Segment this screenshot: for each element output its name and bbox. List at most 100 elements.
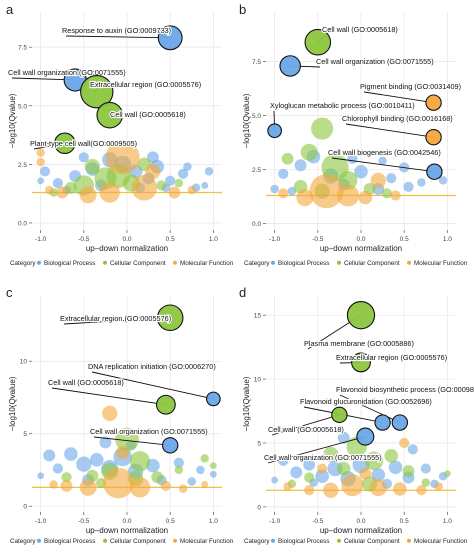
callout-line (345, 123, 434, 138)
highlighted-point (351, 352, 371, 373)
callout-line (331, 157, 435, 173)
y-tick-label: 5.0 (18, 103, 27, 110)
x-tick-label: 0.0 (356, 518, 365, 525)
data-point (36, 148, 45, 157)
x-tick-label: 0.0 (122, 236, 131, 243)
legend-swatch (407, 260, 411, 265)
x-tick-label: -0.5 (78, 518, 90, 525)
y-tick-label: 2.5 (18, 162, 27, 169)
legend-item: Molecular Function (414, 260, 468, 267)
callout-label: Cell wall (GO:0005618) (48, 378, 124, 387)
callout-line (93, 436, 171, 446)
data-point (378, 156, 387, 166)
legend-title: Category (10, 538, 36, 545)
y-tick-label: 5.0 (252, 113, 261, 120)
highlighted-point (304, 28, 332, 56)
callout-label: Extracellular region (GO:0005576) (60, 314, 171, 323)
data-point (200, 454, 209, 463)
data-point (209, 470, 217, 478)
panel-b: b Cell wall (GO:0005618) Cell wall organiz… (239, 2, 468, 267)
data-point (338, 171, 358, 190)
y-tick-label: 5 (257, 440, 261, 447)
data-point (76, 456, 92, 472)
callout-label: Cell wall biogenesis (GO:0042546) (328, 148, 441, 157)
legend-title: Category (244, 260, 270, 267)
highlighted-point (391, 414, 409, 431)
callout-label: Flavonoid biosynthetic process (GO:00098… (336, 385, 474, 394)
legend-item: Molecular Function (414, 538, 468, 545)
legend-swatch (103, 538, 107, 543)
data-point (417, 178, 426, 187)
data-point (129, 451, 151, 472)
panel-label: d (239, 285, 246, 300)
data-point (187, 185, 197, 195)
y-axis-label: −log10(Qvalue) (8, 376, 17, 431)
y-tick-label: 0.0 (18, 220, 27, 227)
highlighted-point (346, 301, 376, 330)
y-tick-label: 10 (20, 359, 28, 366)
data-point (370, 172, 386, 189)
y-tick-label: 7.5 (18, 45, 27, 52)
data-point (36, 157, 45, 167)
data-point (393, 482, 407, 496)
x-axis-label: up–down normalization (320, 526, 402, 535)
data-point (204, 167, 214, 176)
data-point (416, 485, 427, 496)
data-point (64, 447, 78, 461)
data-point (304, 485, 315, 496)
x-tick-label: 0.5 (400, 518, 409, 525)
callout-line (363, 91, 434, 104)
data-point (43, 449, 56, 462)
panel-d: d Plasma membrane (GO:0005886) Extracellul… (239, 285, 474, 545)
callout-line (65, 35, 171, 39)
data-point (303, 458, 316, 471)
highlighted-point (155, 394, 176, 415)
data-point (178, 168, 189, 179)
callout-label: DNA replication initiation (GO:0006270) (88, 362, 216, 371)
panel-label: a (6, 2, 14, 17)
callout-line (63, 317, 171, 325)
y-tick-label: 0 (257, 504, 261, 511)
callout-label: Pigment binding (GO:0031409) (360, 82, 461, 91)
highlighted-point (267, 123, 282, 139)
highlighted-point (157, 25, 183, 51)
data-point (105, 140, 140, 175)
data-point (296, 189, 314, 207)
data-point (311, 117, 334, 140)
x-tick-label: 1.0 (209, 236, 218, 243)
data-point (278, 168, 289, 179)
data-point (278, 188, 289, 199)
highlighted-point (54, 132, 76, 155)
data-point (407, 444, 418, 455)
callout-line (339, 394, 401, 423)
x-tick-label: 0.5 (166, 518, 175, 525)
data-point (399, 437, 410, 449)
data-point (151, 471, 164, 484)
data-point (174, 465, 184, 475)
data-point (358, 190, 373, 205)
highlighted-point (156, 304, 184, 332)
legend-item: Cellular Component (110, 538, 166, 545)
data-point (270, 184, 279, 194)
legend-item: Biological Process (278, 260, 329, 267)
data-point (271, 476, 279, 484)
data-point (160, 480, 171, 492)
data-point (420, 463, 431, 474)
data-point (359, 467, 372, 480)
x-axis-label: up–down normalization (86, 526, 168, 535)
data-point (131, 175, 158, 201)
data-point (178, 484, 188, 494)
panel-c: c Extracellular region (GO:0005576) DNA re… (6, 285, 234, 545)
callout-line (271, 414, 340, 436)
callout-label: Cell wall organization (GO:0071555) (316, 57, 434, 66)
data-point (434, 482, 443, 491)
data-point (281, 152, 294, 165)
callout-label: Cell wall (GO:0005618) (110, 110, 186, 119)
data-point (156, 180, 167, 191)
legend-swatch (37, 538, 41, 543)
data-point (174, 178, 184, 188)
data-point (146, 151, 159, 164)
data-point (283, 482, 292, 491)
callout-line (267, 436, 366, 464)
data-point (300, 143, 318, 161)
